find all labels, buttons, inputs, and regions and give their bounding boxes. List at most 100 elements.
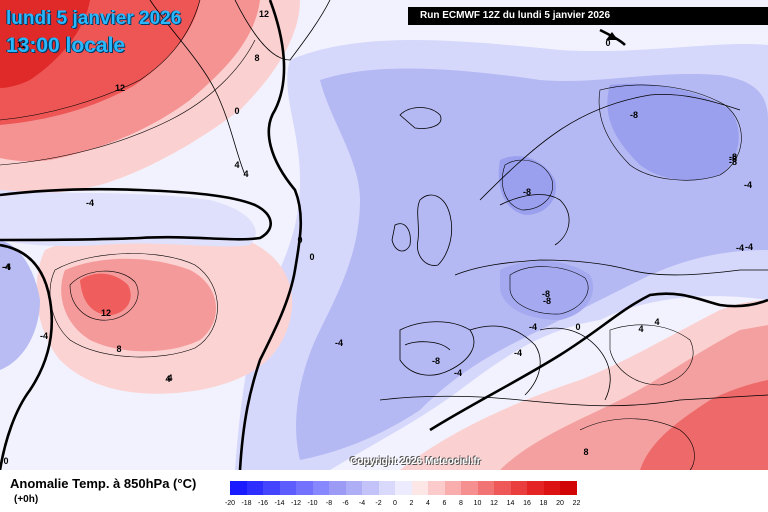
contour-label: 12 [259,9,269,19]
legend-tick: -6 [342,500,349,507]
contour-label: 0 [234,106,239,116]
contour-label: 0 [3,456,8,466]
contour-label: 8 [583,447,588,457]
legend-footer: Anomalie Temp. à 850hPa (°C) (+0h) -20 -1… [0,470,768,512]
contour-label: 8 [254,53,259,63]
contour-label: 0 [605,38,610,48]
cold-anomaly-strong [607,83,739,181]
legend-swatch [560,481,577,495]
legend-tick: -4 [358,500,366,507]
contour-label: 4 [243,169,248,179]
legend-tick: 8 [459,500,463,507]
contour-label: 12 [17,40,27,50]
legend-swatch [494,481,511,495]
legend-swatch [246,481,263,495]
contour-label: -4 [2,262,10,272]
contour-label: -8 [542,289,550,299]
legend-tick: 10 [473,500,482,507]
pole-marker-icon [606,32,618,40]
contour-label: -4 [86,198,94,208]
legend-swatch [543,481,560,495]
contour-label: -8 [432,356,440,366]
legend-tick: 6 [442,500,447,507]
contour-label: -4 [529,322,537,332]
forecast-time: 13:00 locale [6,34,126,57]
legend-tick: -12 [290,500,302,507]
contour-label: 4 [638,324,643,334]
contour-label: -4 [744,180,752,190]
contour-label: 0 [309,252,314,262]
contour-label: -8 [543,296,551,306]
contour-label: -4 [335,338,343,348]
contour-label: -8 [729,157,737,167]
legend-swatch [279,481,296,495]
contour-label: 0 [297,235,302,245]
cold-anomaly-strong [500,260,594,320]
contours [0,0,742,470]
contour-label: 12 [101,308,111,318]
legend-swatch [477,481,494,495]
legend-swatch [296,481,313,495]
legend-tick: -16 [257,500,269,507]
copyright-text: Copyright 2026 Meteociel.fr [350,456,481,467]
legend-tick: 20 [556,500,564,507]
legend-swatch [230,481,247,495]
cold-anomaly-area [0,190,256,247]
legend-subtitle: (+0h) [14,494,39,505]
legend-tick: -10 [307,500,318,507]
contour-label: -4 [454,368,462,378]
contour-labels: 12812120-444128400-4-8-8-40-8-8-4-8-4-4-… [2,9,753,466]
legend-swatch [527,481,544,495]
cold-anomaly-strong [498,156,556,215]
legend-swatch [428,481,445,495]
contour-label: -4 [40,331,48,341]
cold-anomaly-area [0,240,40,370]
warm-anomaly-peak [0,0,90,88]
legend-tick: 22 [572,500,581,507]
contour-label: 0 [575,322,580,332]
legend-tick: 4 [426,500,430,507]
legend-tick: 14 [506,500,515,507]
legend-swatch [510,481,527,495]
legend-swatch [395,481,412,495]
zero-contours [0,0,768,470]
legend-swatch [362,481,379,495]
legend-tick: -18 [241,500,252,507]
legend-swatch [461,481,478,495]
contour-label: -4 [736,243,744,253]
legend-swatch [444,481,461,495]
contour-label: -8 [729,154,737,164]
contour-label: -8 [630,110,638,120]
color-scale [230,481,577,495]
contour-label: 4 [654,317,659,327]
contour-label: -8 [729,152,737,162]
contour-label: -4 [514,348,522,358]
run-banner: Run ECMWF 12Z du lundi 5 janvier 2026 [408,7,768,25]
contour-label: -4 [745,242,753,252]
legend-swatch [329,481,346,495]
warm-anomaly-core [640,380,768,470]
legend-swatch [312,481,329,495]
forecast-date: lundi 5 janvier 2026 [6,8,182,29]
contour-label: 8 [116,344,121,354]
color-scale-ticks: -20 -18 -16 -14 -12 -10 -8 -6 -4 -2 0 2 4 6 8 10 12 14 16 1… [225,500,580,512]
legend-tick: -8 [325,500,333,507]
legend-swatch [378,481,395,495]
legend-swatch [345,481,362,495]
legend-tick: 12 [490,500,498,507]
legend-tick: 2 [409,500,414,507]
warm-anomaly-core [80,273,131,316]
contour-label: 4 [167,373,172,383]
legend-title: Anomalie Temp. à 850hPa (°C) [10,476,197,491]
legend-tick: 18 [539,500,548,507]
legend-tick: -14 [274,500,285,507]
legend-swatch [411,481,428,495]
contour-label: -4 [3,262,11,272]
legend-tick: 16 [523,500,531,507]
anomaly-map: 12812120-444128400-4-8-8-40-8-8-4-8-4-4-… [0,0,768,470]
contour-label: 12 [115,83,125,93]
contour-label: 4 [165,374,170,384]
legend-tick: -2 [375,500,382,507]
contour-label: 4 [234,160,239,170]
contour-label: -8 [523,187,531,197]
